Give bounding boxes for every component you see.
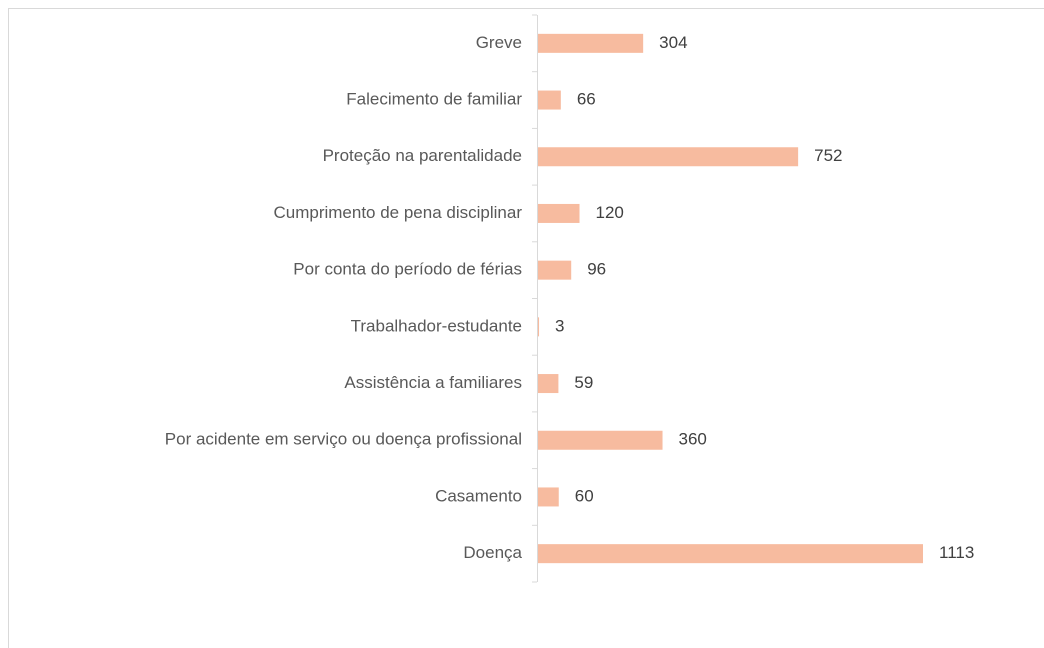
- bar: [538, 430, 663, 450]
- bar: [538, 544, 923, 564]
- value-label: 3: [555, 316, 564, 335]
- value-label: 59: [574, 373, 593, 392]
- value-label: 120: [596, 203, 624, 222]
- category-label: Por acidente em serviço ou doença profis…: [165, 430, 522, 449]
- category-label: Trabalhador-estudante: [351, 316, 522, 335]
- value-label: 60: [575, 486, 594, 505]
- category-label: Por conta do período de férias: [293, 260, 522, 279]
- category-label: Greve: [476, 33, 522, 52]
- value-label: 96: [587, 260, 606, 279]
- category-label: Cumprimento de pena disciplinar: [273, 203, 522, 222]
- category-label: Doença: [463, 543, 522, 562]
- value-label: 1113: [939, 543, 974, 562]
- bar: [538, 90, 561, 110]
- bar: [538, 147, 799, 167]
- bar: [538, 374, 559, 394]
- value-label: 752: [814, 146, 842, 165]
- value-label: 360: [679, 430, 707, 449]
- chart-frame: [8, 8, 1044, 648]
- bar: [538, 317, 540, 337]
- category-label: Proteção na parentalidade: [323, 146, 522, 165]
- bar: [538, 260, 572, 280]
- bar: [538, 487, 559, 507]
- value-label: 304: [659, 33, 687, 52]
- category-label: Assistência a familiares: [344, 373, 522, 392]
- category-label: Casamento: [435, 486, 522, 505]
- bar: [538, 203, 580, 223]
- category-label: Falecimento de familiar: [346, 90, 522, 109]
- value-label: 66: [577, 90, 596, 109]
- bar: [538, 33, 644, 53]
